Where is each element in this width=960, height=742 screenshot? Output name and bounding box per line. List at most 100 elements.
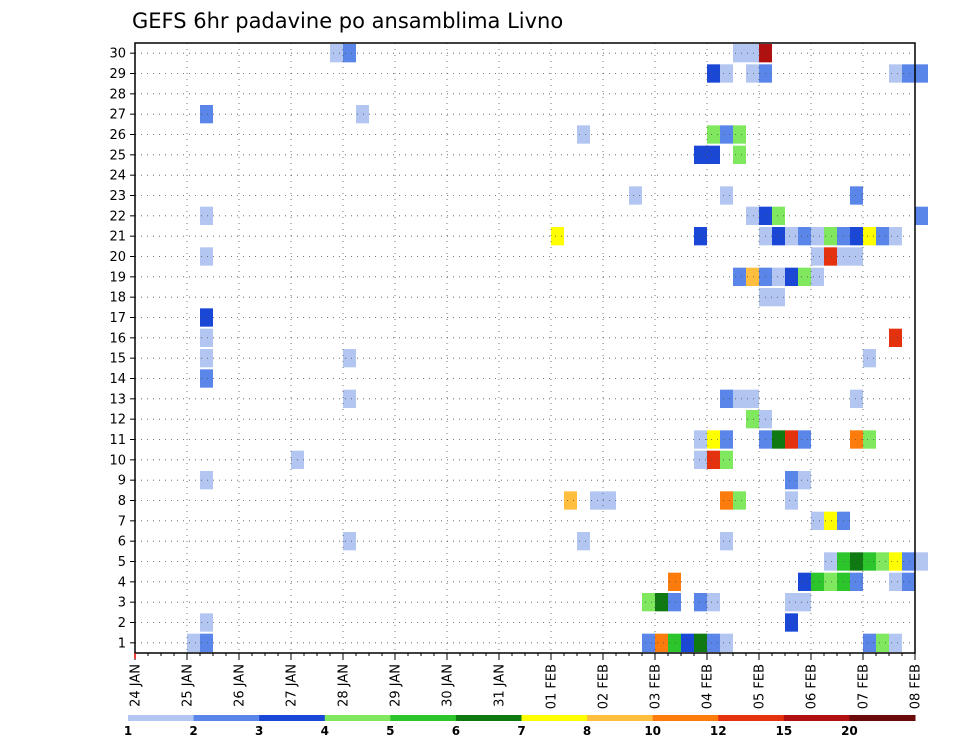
heatmap-cell xyxy=(668,593,681,612)
y-tick-label: 11 xyxy=(109,433,126,448)
heatmap-cell xyxy=(811,247,824,266)
heatmap-cell xyxy=(863,430,876,449)
heatmap-cell xyxy=(798,430,811,449)
heatmap-cell xyxy=(694,227,707,246)
x-tick-label: 01 FEB xyxy=(545,664,560,709)
chart-title: GEFS 6hr padavine po ansamblima Livno xyxy=(132,9,563,33)
heatmap-cell xyxy=(720,430,733,449)
y-tick-label: 21 xyxy=(109,230,126,245)
colorbar-label: 15 xyxy=(775,724,792,738)
y-tick-label: 7 xyxy=(118,514,126,529)
x-tick-label: 25 JAN xyxy=(181,664,196,707)
heatmap-cell xyxy=(876,552,889,571)
x-tick-label: 06 FEB xyxy=(805,664,820,709)
heatmap-cell xyxy=(668,572,681,591)
colorbar-label: 7 xyxy=(517,724,525,738)
heatmap-cell xyxy=(798,267,811,286)
y-axis: 1234567891011121314151617181920212223242… xyxy=(109,47,135,651)
x-tick-label: 27 JAN xyxy=(285,664,300,707)
y-tick-label: 29 xyxy=(109,67,126,82)
heatmap-cell xyxy=(889,633,902,652)
heatmap-cell xyxy=(720,450,733,469)
colorbar-swatch xyxy=(324,715,391,721)
heatmap-cell xyxy=(850,186,863,205)
heatmap-cell xyxy=(824,227,837,246)
colorbar-label: 10 xyxy=(644,724,661,738)
heatmap-cell xyxy=(798,227,811,246)
heatmap-cell xyxy=(655,633,668,652)
heatmap-cell xyxy=(915,206,928,225)
colorbar-label: 5 xyxy=(386,724,394,738)
heatmap-cell xyxy=(733,145,746,164)
y-tick-label: 16 xyxy=(109,331,126,346)
x-tick-label: 29 JAN xyxy=(389,664,404,707)
heatmap-cell xyxy=(733,491,746,510)
y-tick-label: 18 xyxy=(109,291,126,306)
heatmap-cell xyxy=(850,227,863,246)
colorbar-label: 8 xyxy=(583,724,591,738)
heatmap-cell xyxy=(785,613,798,632)
heatmap-cell xyxy=(889,328,902,347)
heatmap-cell xyxy=(863,633,876,652)
y-tick-label: 30 xyxy=(109,47,126,62)
heatmap-cell xyxy=(772,288,785,307)
heatmap-cell xyxy=(850,389,863,408)
heatmap-cells xyxy=(187,44,928,652)
y-tick-label: 2 xyxy=(118,616,126,631)
y-tick-label: 14 xyxy=(109,372,126,387)
heatmap-cell xyxy=(343,532,356,551)
x-tick-label: 07 FEB xyxy=(857,664,872,709)
heatmap-cell xyxy=(707,430,720,449)
heatmap-cell xyxy=(694,450,707,469)
heatmap-cell xyxy=(746,206,759,225)
y-tick-label: 12 xyxy=(109,413,126,428)
heatmap-cell xyxy=(850,572,863,591)
heatmap-cell xyxy=(720,633,733,652)
heatmap-cell xyxy=(798,593,811,612)
heatmap-cell xyxy=(850,430,863,449)
heatmap-cell xyxy=(850,247,863,266)
heatmap-cell xyxy=(746,267,759,286)
heatmap-cell xyxy=(915,552,928,571)
heatmap-cell xyxy=(785,430,798,449)
colorbar: 1 2 3 4 5 6 7 8 10 12 15 20 xyxy=(124,715,916,738)
colorbar-label: 12 xyxy=(710,724,727,738)
heatmap-cell xyxy=(707,64,720,83)
colorbar-label: 1 xyxy=(124,724,132,738)
x-tick-label: 04 FEB xyxy=(701,664,716,709)
heatmap-cell xyxy=(720,389,733,408)
x-tick-label: 26 JAN xyxy=(233,664,248,707)
heatmap-cell xyxy=(694,633,707,652)
x-tick-label: 24 JAN xyxy=(129,664,144,707)
y-tick-label: 20 xyxy=(109,250,126,265)
heatmap-cell xyxy=(330,44,343,63)
x-tick-label: 02 FEB xyxy=(597,664,612,709)
heatmap-cell xyxy=(915,64,928,83)
colorbar-swatch xyxy=(128,715,195,721)
y-tick-label: 5 xyxy=(118,555,126,570)
heatmap-cell xyxy=(720,186,733,205)
colorbar-label: 3 xyxy=(255,724,263,738)
heatmap-cell xyxy=(707,145,720,164)
heatmap-cell xyxy=(720,491,733,510)
heatmap-cell xyxy=(785,267,798,286)
x-tick-label: 05 FEB xyxy=(753,664,768,709)
colorbar-swatch xyxy=(259,715,326,721)
heatmap-cell xyxy=(785,471,798,490)
heatmap-cell xyxy=(785,491,798,510)
x-tick-label: 08 FEB xyxy=(909,664,924,709)
heatmap-cell xyxy=(889,572,902,591)
heatmap-cell xyxy=(902,552,915,571)
heatmap-cell xyxy=(720,125,733,144)
heatmap-cell xyxy=(733,389,746,408)
heatmap-cell xyxy=(733,44,746,63)
colorbar-swatch xyxy=(390,715,457,721)
colorbar-swatch xyxy=(193,715,260,721)
colorbar-swatch xyxy=(587,715,654,721)
heatmap-cell xyxy=(694,430,707,449)
x-tick-label: 03 FEB xyxy=(649,664,664,709)
heatmap-cell xyxy=(642,633,655,652)
y-tick-label: 10 xyxy=(109,453,126,468)
heatmap-cell xyxy=(564,491,577,510)
